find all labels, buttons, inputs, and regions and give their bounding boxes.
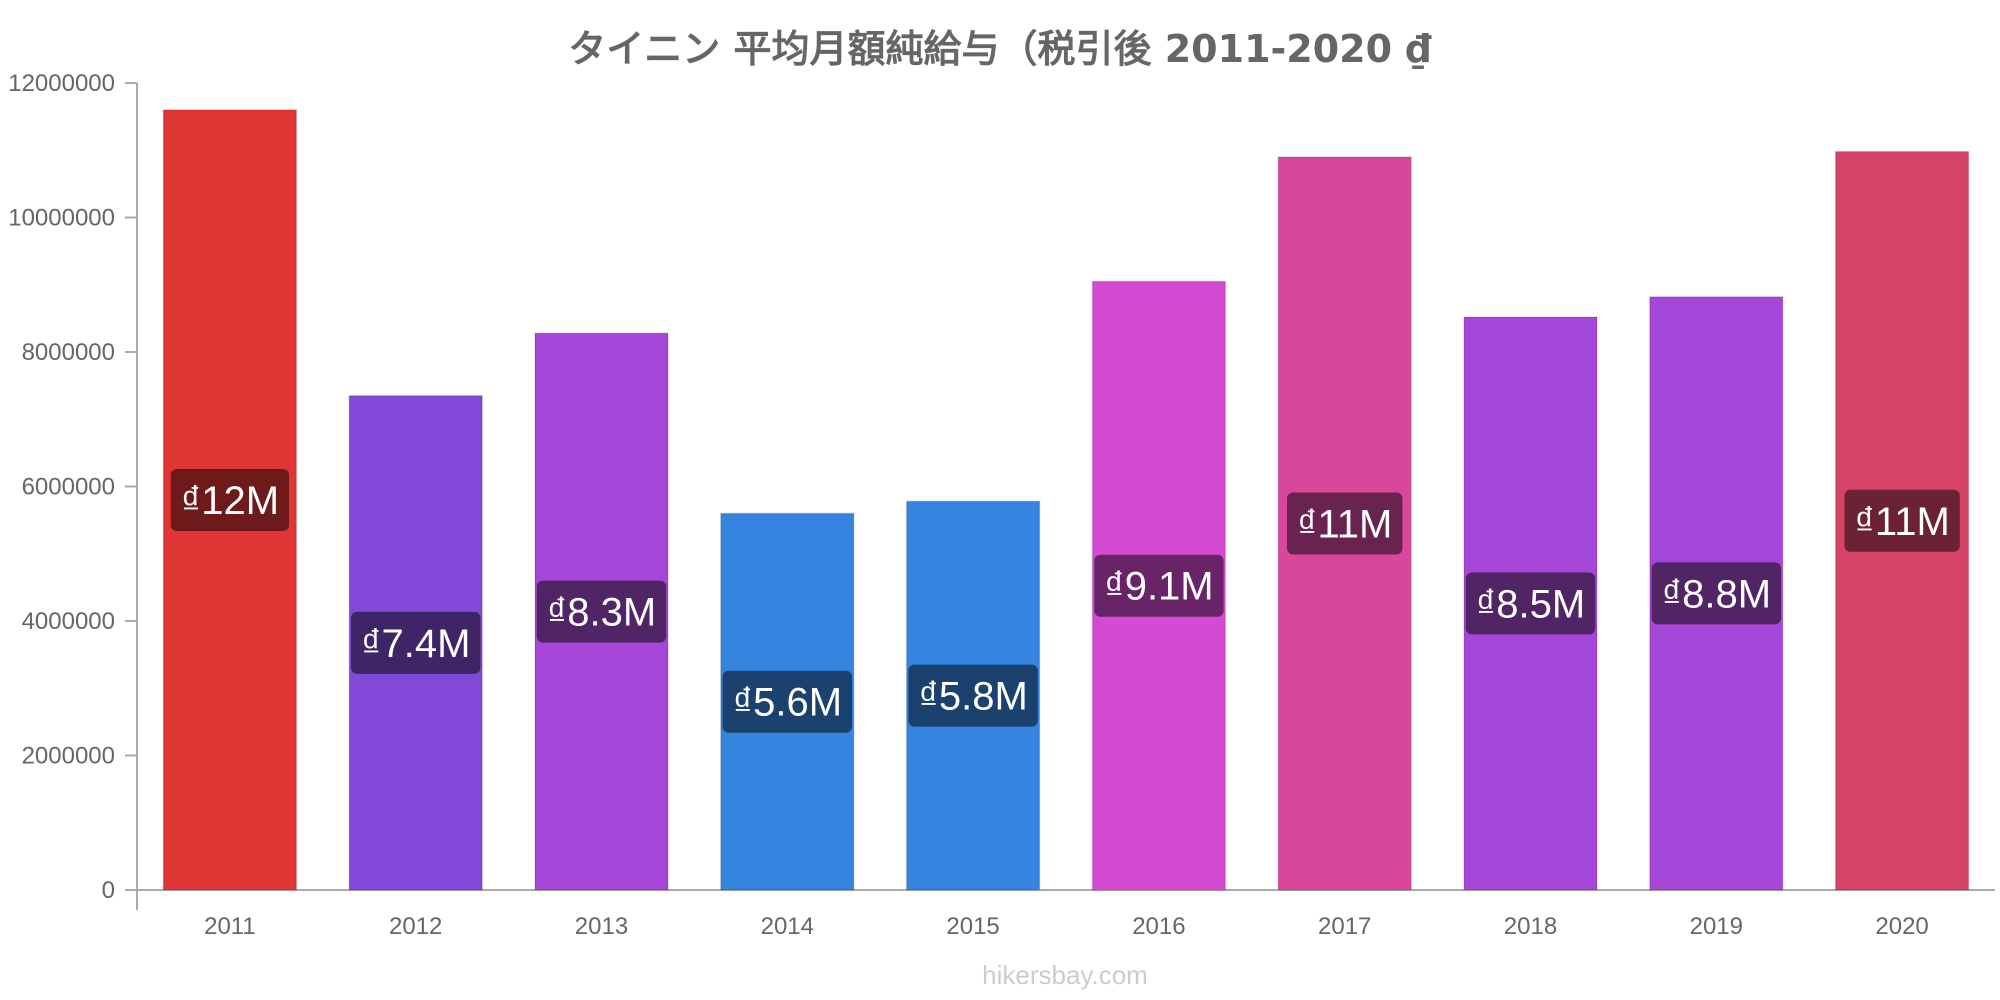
x-tick-label: 2015 [946,913,999,940]
y-axis: 0 2000000 4000000 6000000 8000000 10000000 120… [8,70,138,910]
data-label-2017: ₫11M [1287,492,1403,555]
data-label-2015: ₫5.8M [908,664,1038,727]
data-label-badge [1651,562,1782,625]
chart-title: タイニン 平均月額純給与（税引後 2011-2020 ₫ [568,27,1432,71]
y-tick-label: 2000000 [22,743,115,770]
data-label-2018: ₫8.5M [1465,572,1596,635]
data-label-badge [722,670,853,733]
data-label-2019: ₫8.8M [1651,562,1782,625]
data-label-badge [1287,492,1403,555]
y-tick-label: 4000000 [22,608,115,635]
x-axis: 2011 2012 2013 2014 2015 2016 2017 2018 2019 2020 [137,889,1995,940]
y-tick-label: 10000000 [8,205,115,232]
x-tick-label: 2012 [389,913,442,940]
data-label-badge [1094,554,1224,617]
x-tick-label: 2014 [761,913,814,940]
data-label-text: ₫5.8M [918,675,1027,719]
data-label-badge [350,611,481,674]
data-label-text: ₫7.4M [361,622,470,666]
data-label-text: ₫8.3M [547,591,656,635]
y-tick-label: 8000000 [22,339,115,366]
data-label-badge [908,664,1038,727]
data-label-text: ₫12M [181,479,279,523]
data-label-2020: ₫11M [1844,489,1960,552]
data-label-2016: ₫9.1M [1094,554,1224,617]
data-label-badge [1465,572,1596,635]
data-label-text: ₫9.1M [1104,565,1213,609]
x-tick-label: 2017 [1318,913,1371,940]
data-label-2012: ₫7.4M [350,611,481,674]
data-label-2013: ₫8.3M [536,580,667,643]
data-label-text: ₫11M [1297,502,1392,546]
data-label-text: ₫5.6M [733,681,842,725]
data-label-badge [1844,489,1960,552]
x-tick-label: 2018 [1504,913,1557,940]
data-label-badge [170,468,290,531]
data-label-2011: ₫12M [170,468,290,531]
data-label-badge [536,580,667,643]
x-tick-label: 2011 [204,913,256,940]
x-tick-label: 2020 [1875,913,1928,940]
data-label-text: ₫8.8M [1662,572,1771,616]
data-labels: ₫12M ₫7.4M ₫8.3M ₫5.6M ₫5.8M ₫9.1M ₫11M ₫8.5M ₫8… [170,468,1960,733]
data-label-text: ₫8.5M [1476,583,1585,627]
watermark: hikersbay.com [982,960,1148,990]
data-label-text: ₫11M [1854,500,1949,544]
x-tick-label: 2016 [1132,913,1185,940]
y-tick-label: 12000000 [8,70,115,97]
bars [162,109,1970,891]
data-label-2014: ₫5.6M [722,670,853,733]
x-tick-label: 2019 [1690,913,1743,940]
y-tick-label: 6000000 [22,474,115,501]
x-tick-label: 2013 [575,913,628,940]
y-tick-label: 0 [102,877,115,904]
